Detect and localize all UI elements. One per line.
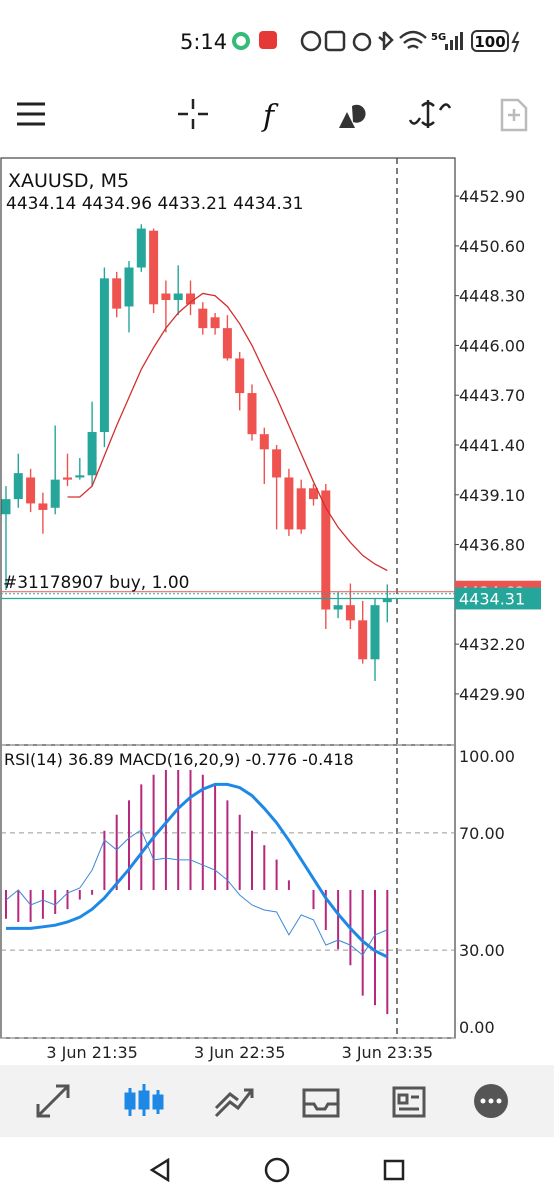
crosshair-button[interactable]	[178, 99, 208, 129]
candle-body	[161, 293, 171, 300]
nav-icons	[36, 1084, 508, 1118]
macd-hist-value: -0.776	[245, 750, 297, 769]
candle-body	[247, 393, 257, 435]
app-icon	[259, 31, 277, 49]
candle-body	[124, 267, 134, 307]
candle-body	[136, 228, 146, 268]
candle-body	[370, 605, 380, 660]
candle-body	[13, 473, 23, 500]
candle-body	[272, 449, 282, 478]
moving-average	[67, 292, 388, 572]
recents-button[interactable]	[383, 1159, 405, 1181]
objects-button[interactable]	[339, 104, 366, 128]
y-tick-label: 4448.30	[459, 287, 525, 306]
candle-body	[382, 598, 392, 603]
candle-body	[296, 488, 306, 530]
y-tick-label: 4443.70	[459, 386, 525, 405]
candle-body	[173, 293, 183, 300]
menu-button[interactable]	[17, 102, 45, 126]
candle-body	[63, 477, 72, 480]
charging	[511, 31, 520, 53]
candle-body	[26, 477, 36, 504]
rsi-value: 36.89	[68, 750, 114, 769]
candle-body	[259, 434, 269, 450]
rsi-name: RSI(14)	[4, 750, 63, 769]
y-tick-label: 4441.40	[459, 436, 525, 455]
bottom-nav	[0, 1065, 554, 1137]
y-tick-label: 4446.00	[459, 336, 525, 355]
macd-signal-value: -0.418	[302, 750, 354, 769]
macd-name: MACD(16,20,9)	[119, 750, 241, 769]
candle-body	[149, 230, 159, 305]
candle-body	[358, 620, 368, 660]
y-tick-label: 4432.20	[459, 635, 525, 654]
battery-level: 100	[474, 33, 505, 51]
y-tick-label: 30.00	[459, 941, 505, 960]
nav-quotes[interactable]	[36, 1084, 70, 1118]
symbol-label: XAUUSD, M5	[8, 170, 129, 192]
close-value: 4434.31	[233, 194, 303, 214]
rsi-line	[5, 829, 388, 956]
candle-body	[99, 278, 109, 433]
y-tick-label: 4452.90	[459, 187, 525, 206]
nav-history[interactable]	[302, 1088, 340, 1118]
network-type: 5G	[431, 32, 446, 43]
candle-body	[1, 499, 11, 515]
y-tick-label: 4429.90	[459, 685, 525, 704]
indicators-button[interactable]: f	[261, 99, 279, 134]
candle-body	[198, 308, 208, 329]
home-button[interactable]	[264, 1157, 290, 1183]
ohlc-label: 4434.14 4434.96 4433.21 4434.31	[6, 194, 303, 214]
bid-label: 4434.31	[459, 589, 525, 608]
candle-body	[112, 278, 122, 309]
high-value: 4434.96	[82, 194, 152, 214]
candle-body	[222, 328, 232, 359]
y-tick-label: 4436.80	[459, 536, 525, 555]
candle-body	[87, 432, 97, 476]
low-value: 4433.21	[157, 194, 227, 214]
bid-label-bg	[455, 587, 541, 610]
status-icons	[300, 30, 427, 52]
y-tick-label: 4439.10	[459, 486, 525, 505]
candle-body	[210, 317, 220, 329]
candle-body	[235, 358, 245, 394]
nav-chart[interactable]	[124, 1084, 164, 1116]
status-time: 5:14	[180, 30, 227, 54]
nav-trade[interactable]	[214, 1088, 254, 1118]
y-tick-label: 100.00	[459, 747, 515, 766]
candle-body	[321, 490, 331, 610]
candle-body	[50, 479, 60, 508]
system-nav	[149, 1157, 405, 1183]
candle-body	[309, 488, 318, 500]
y-tick-label: 0.00	[459, 1018, 495, 1037]
x-tick-label: 3 Jun 23:35	[342, 1043, 433, 1062]
y-tick-label: 4450.60	[459, 237, 525, 256]
position-label: #31178907 buy, 1.00	[3, 573, 189, 593]
candle-body	[38, 503, 48, 510]
candle-body	[333, 605, 343, 610]
toolbar: f	[17, 98, 528, 134]
y-tick-label: 70.00	[459, 824, 505, 843]
nav-news[interactable]	[392, 1086, 426, 1118]
signal-bars	[445, 32, 463, 50]
macd-signal	[6, 782, 388, 959]
indicator-label: RSI(14) 36.89 MACD(16,20,9) -0.776 -0.41…	[4, 750, 354, 769]
x-tick-label: 3 Jun 22:35	[194, 1043, 285, 1062]
back-button[interactable]	[149, 1157, 170, 1183]
battery	[471, 30, 509, 52]
candle-body	[75, 475, 85, 478]
x-tick-label: 3 Jun 21:35	[46, 1043, 137, 1062]
new-order-button[interactable]	[500, 98, 528, 132]
trade-button[interactable]	[408, 100, 452, 128]
candle-body	[284, 477, 294, 530]
candle-body	[186, 293, 195, 305]
candle-body	[345, 605, 355, 621]
app-icon	[232, 32, 250, 50]
open-value: 4434.14	[6, 194, 76, 214]
